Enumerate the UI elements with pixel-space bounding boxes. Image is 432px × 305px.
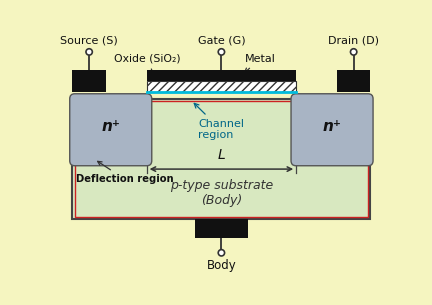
Text: Source (S): Source (S) bbox=[60, 36, 118, 46]
Bar bbox=[337, 70, 370, 92]
Text: Metal: Metal bbox=[245, 54, 276, 73]
Bar bbox=[75, 101, 368, 217]
Circle shape bbox=[218, 249, 225, 256]
Bar bbox=[73, 99, 370, 219]
Text: Deflection region: Deflection region bbox=[76, 161, 173, 184]
Bar bbox=[147, 81, 296, 92]
Text: p-type substrate: p-type substrate bbox=[170, 179, 273, 192]
Text: n⁺: n⁺ bbox=[102, 119, 120, 134]
Circle shape bbox=[218, 49, 225, 55]
Text: Body: Body bbox=[206, 260, 236, 272]
Bar bbox=[147, 70, 296, 81]
Circle shape bbox=[350, 49, 357, 55]
Bar bbox=[194, 219, 248, 238]
Text: Oxide (SiO₂): Oxide (SiO₂) bbox=[114, 54, 181, 83]
Bar bbox=[73, 70, 106, 92]
FancyBboxPatch shape bbox=[70, 94, 152, 166]
FancyBboxPatch shape bbox=[291, 94, 373, 166]
Text: Channel
region: Channel region bbox=[194, 103, 244, 141]
Text: (Body): (Body) bbox=[201, 194, 242, 207]
Text: L: L bbox=[218, 149, 225, 162]
Text: Gate (G): Gate (G) bbox=[197, 36, 245, 46]
Circle shape bbox=[86, 49, 92, 55]
Text: n⁺: n⁺ bbox=[323, 119, 341, 134]
Text: Drain (D): Drain (D) bbox=[328, 36, 379, 46]
